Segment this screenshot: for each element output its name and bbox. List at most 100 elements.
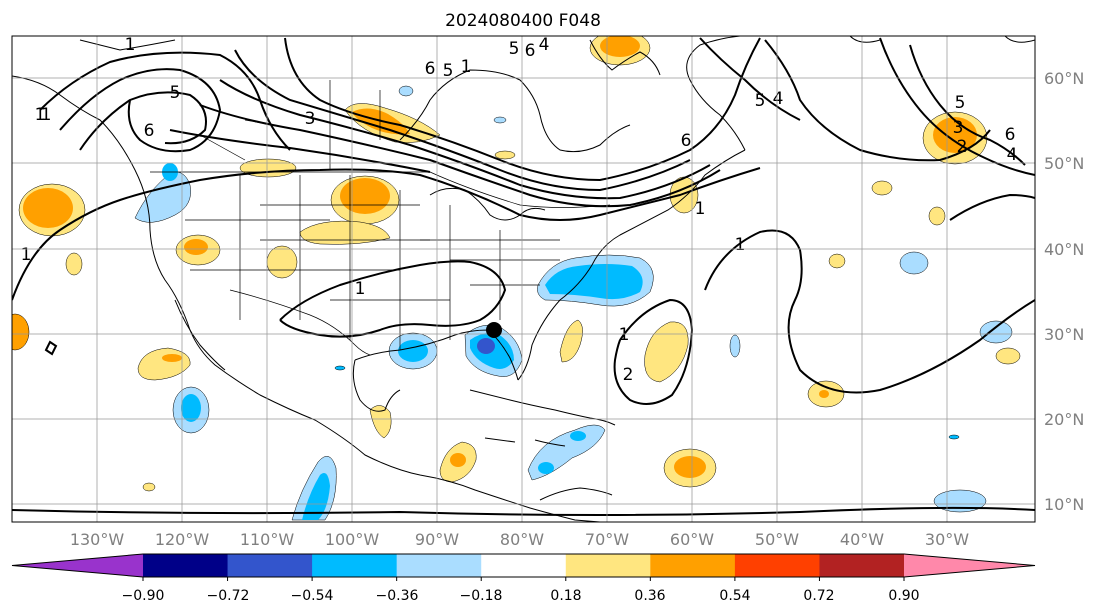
- colorbar-tick: 0.18: [550, 588, 581, 604]
- negative-anomaly-small-1: [493, 116, 507, 124]
- colorbar-bin: [650, 554, 736, 577]
- contour-label: 2: [623, 365, 634, 385]
- contour-label: 5: [443, 61, 454, 81]
- lon-label: 30°W: [925, 530, 969, 549]
- positive-anomaly-pacific-small: [65, 252, 83, 276]
- map-title: 2024080400 F048: [445, 11, 601, 31]
- map-frame: [11, 35, 1036, 523]
- contour-label: 6: [525, 41, 536, 61]
- negative-anomaly-small-2: [334, 365, 346, 371]
- positive-anomaly-west-edge: [12, 313, 30, 351]
- lat-label: 40°N: [1044, 240, 1084, 259]
- lat-label: 60°N: [1044, 69, 1084, 88]
- positive-anomaly-great-plains: [330, 175, 400, 225]
- lat-label: 50°N: [1044, 154, 1084, 173]
- positive-anomaly-baja: [137, 347, 191, 381]
- colorbar-bin: [819, 554, 905, 577]
- contour-label: 5: [509, 39, 520, 59]
- colorbar-tick: 0.54: [719, 588, 750, 604]
- contour-labels: 1 5 6 1 3 1 3 2 5 4 6 5 4 5 6 1 6 5 6 4: [21, 35, 1018, 385]
- positive-anomaly-central-plains: [299, 220, 391, 245]
- colorbar-segments: [11, 553, 1036, 581]
- colorbar-bin: [396, 554, 482, 577]
- colorbar-tick: 0.72: [803, 588, 834, 604]
- negative-anomaly-subtropical-east: [979, 320, 1013, 344]
- contour-label: 6: [681, 131, 692, 151]
- lon-label: 110°W: [240, 530, 295, 549]
- contour-label: 3: [953, 118, 964, 138]
- positive-anomaly-west-atlantic: [644, 321, 689, 383]
- negative-anomaly-labrador-small: [398, 85, 414, 97]
- negative-anomaly-gulf-florida: [464, 324, 523, 377]
- colorbar-bin: [227, 554, 313, 577]
- positive-anomaly-far-east-2: [928, 206, 946, 226]
- contour-label: 1: [695, 199, 706, 219]
- colorbar-extend-low: [12, 554, 143, 577]
- negative-anomaly-louisiana: [388, 332, 438, 370]
- gridlines: [12, 36, 1035, 522]
- shaded-anomalies: [12, 36, 1021, 521]
- colorbar-tick: −0.90: [122, 588, 165, 604]
- colorbar-tick: −0.18: [460, 588, 503, 604]
- contour-label: 4: [1007, 145, 1018, 165]
- longitude-labels: 130°W 120°W 110°W 100°W 90°W 80°W 70°W 6…: [70, 530, 969, 549]
- positive-anomaly-bahamas: [559, 319, 583, 363]
- colorbar-tick-labels: −0.90 −0.72 −0.54 −0.36 −0.18 0.18 0.36 …: [122, 588, 920, 604]
- contour-label: 1: [355, 279, 366, 299]
- lon-label: 40°W: [840, 530, 884, 549]
- negative-anomaly-antilles: [527, 424, 606, 481]
- colorbar-bin: [481, 554, 567, 577]
- contour-label: 1: [21, 245, 32, 265]
- contour-label: 6: [1005, 125, 1016, 145]
- location-marker: [486, 322, 502, 338]
- colorbar-tick: −0.72: [207, 588, 250, 604]
- colorbar-bin: [734, 554, 820, 577]
- positive-anomaly-northwest-pacific: [18, 183, 86, 237]
- positive-anomaly-far-east-3: [995, 347, 1021, 365]
- colorbar-extend-high: [904, 554, 1035, 577]
- contour-label: 1: [461, 57, 472, 77]
- contour-label: 5: [955, 93, 966, 113]
- lat-label: 30°N: [1044, 325, 1084, 344]
- lon-label: 50°W: [755, 530, 799, 549]
- map-panel: 1 5 6 1 3 1 3 2 5 4 6 5 4 5 6 1 6 5 6 4: [11, 35, 1036, 523]
- latitude-labels: 60°N 50°N 40°N 30°N 20°N 10°N: [1044, 69, 1084, 514]
- positive-anomaly-rockies: [266, 245, 298, 279]
- colorbar-tick: −0.54: [291, 588, 334, 604]
- negative-anomaly-carolinas: [537, 254, 654, 307]
- contour-label: 4: [773, 89, 784, 109]
- colorbar-bin: [143, 554, 229, 577]
- contour-label: 1: [125, 35, 136, 55]
- lat-label: 10°N: [1044, 495, 1084, 514]
- contour-label: 1: [35, 105, 46, 125]
- lon-label: 120°W: [155, 530, 210, 549]
- contour-label: 4: [539, 35, 550, 55]
- contour-label: 3: [305, 109, 316, 129]
- contour-lines: [12, 37, 1035, 516]
- negative-anomaly-east-pacific: [172, 386, 210, 434]
- contour-label: 5: [170, 83, 181, 103]
- colorbar-bin: [312, 554, 398, 577]
- contour-label: 1: [41, 105, 52, 125]
- contour-label: 2: [957, 137, 968, 157]
- contour-label: 1: [619, 325, 630, 345]
- positive-anomaly-pacific-tiny: [142, 482, 156, 492]
- colorbar-bin: [565, 554, 651, 577]
- colorbar-tick: 0.90: [888, 588, 919, 604]
- lat-label: 20°N: [1044, 410, 1084, 429]
- colorbar: −0.90 −0.72 −0.54 −0.36 −0.18 0.18 0.36 …: [11, 553, 1036, 604]
- negative-anomaly-small-3: [948, 434, 960, 440]
- contour-label: 5: [755, 91, 766, 111]
- positive-anomaly-bay: [494, 150, 516, 160]
- positive-anomaly-labrador: [589, 36, 651, 66]
- contour-label: 6: [425, 59, 436, 79]
- map-background: [12, 36, 1035, 522]
- positive-anomaly-california: [175, 234, 221, 266]
- lon-label: 60°W: [670, 530, 714, 549]
- positive-anomaly-subtropical-atlantic: [807, 380, 845, 408]
- positive-anomaly-caribbean: [663, 448, 717, 488]
- lon-label: 70°W: [585, 530, 629, 549]
- positive-anomaly-yucatan: [369, 405, 392, 439]
- positive-anomaly-far-east-1: [871, 180, 893, 196]
